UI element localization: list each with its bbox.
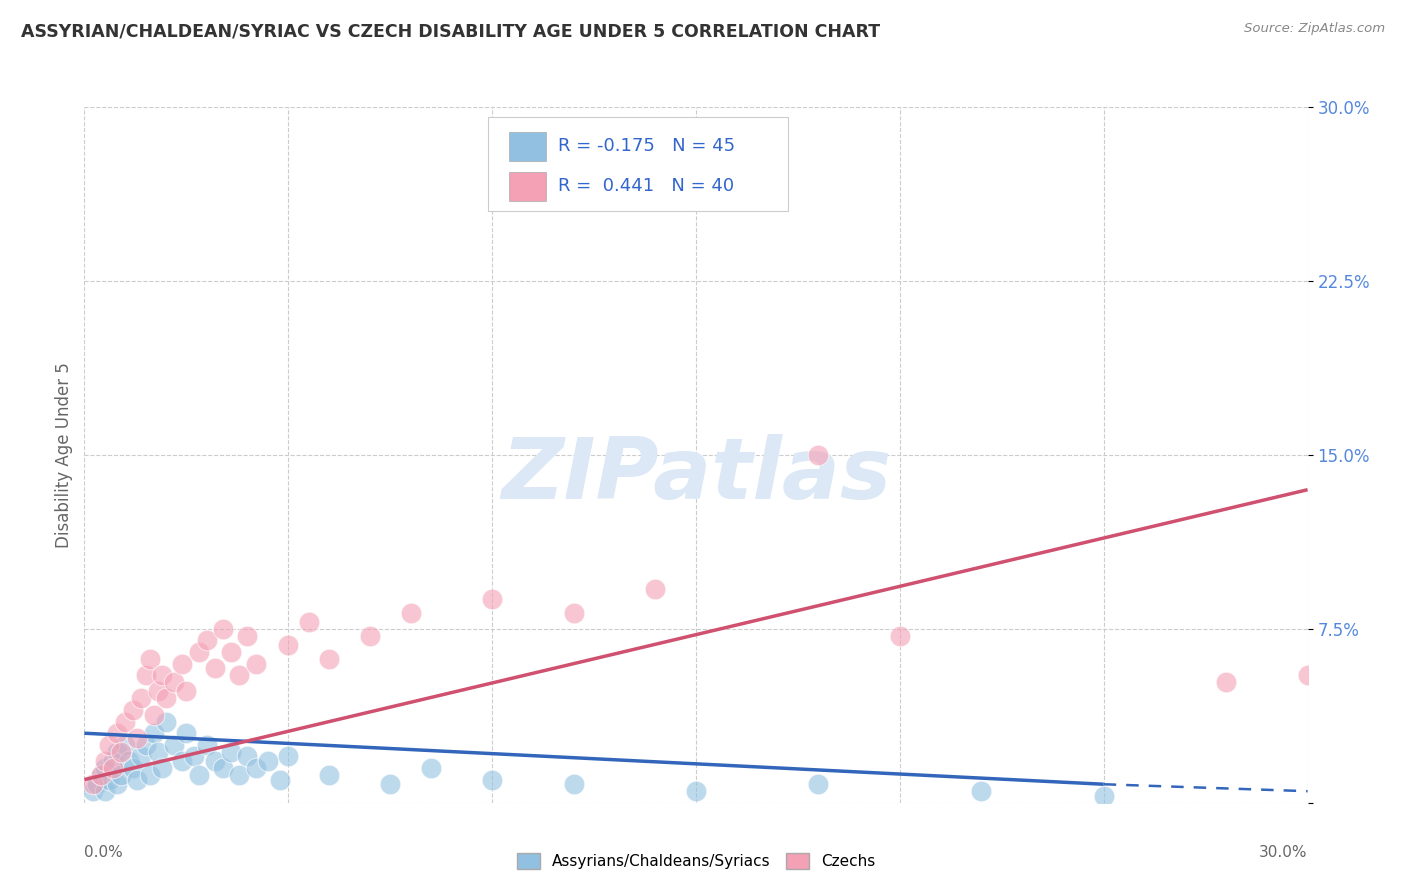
Point xyxy=(114,738,136,752)
Point xyxy=(219,745,242,759)
Point xyxy=(138,768,160,782)
Point xyxy=(380,777,402,791)
Point xyxy=(82,784,104,798)
Point xyxy=(93,761,115,775)
Point xyxy=(131,749,153,764)
Text: ZIPatlas: ZIPatlas xyxy=(501,434,891,517)
Point xyxy=(1092,789,1115,803)
Point xyxy=(420,761,443,775)
Bar xyxy=(509,132,546,161)
Point xyxy=(118,754,141,768)
Point xyxy=(807,777,830,791)
Point xyxy=(318,768,340,782)
Point xyxy=(228,768,250,782)
Point xyxy=(187,645,209,659)
Point xyxy=(889,629,911,643)
Point xyxy=(97,738,120,752)
Point xyxy=(195,738,218,752)
Point xyxy=(122,761,145,775)
Point xyxy=(135,668,157,682)
Point xyxy=(131,691,153,706)
Text: R =  0.441   N = 40: R = 0.441 N = 40 xyxy=(558,177,734,194)
Point xyxy=(970,784,993,798)
Point xyxy=(1215,675,1237,690)
Point xyxy=(399,606,422,620)
Point xyxy=(236,629,259,643)
Point xyxy=(183,749,205,764)
Point xyxy=(155,691,177,706)
Point xyxy=(127,772,149,787)
Point xyxy=(97,772,120,787)
Text: 30.0%: 30.0% xyxy=(1260,845,1308,860)
Point xyxy=(138,652,160,666)
Point xyxy=(269,772,291,787)
Bar xyxy=(509,172,546,201)
Point xyxy=(163,675,186,690)
Point xyxy=(146,745,169,759)
Point xyxy=(204,661,226,675)
Point xyxy=(142,726,165,740)
Point xyxy=(277,749,299,764)
Point xyxy=(122,703,145,717)
Legend: Assyrians/Chaldeans/Syriacs, Czechs: Assyrians/Chaldeans/Syriacs, Czechs xyxy=(510,847,882,875)
Point xyxy=(90,768,112,782)
Point xyxy=(195,633,218,648)
Point xyxy=(101,761,124,775)
Point xyxy=(127,731,149,745)
Point xyxy=(257,754,280,768)
Point xyxy=(90,768,112,782)
Point xyxy=(562,606,585,620)
Point xyxy=(481,772,503,787)
Point xyxy=(155,714,177,729)
Point xyxy=(110,768,132,782)
Point xyxy=(172,657,194,671)
Point xyxy=(172,754,194,768)
Point xyxy=(228,668,250,682)
Point xyxy=(105,777,128,791)
Text: Source: ZipAtlas.com: Source: ZipAtlas.com xyxy=(1244,22,1385,36)
Point xyxy=(146,684,169,698)
Point xyxy=(245,657,267,671)
Point xyxy=(101,754,124,768)
Point xyxy=(219,645,242,659)
Point xyxy=(807,448,830,462)
Point xyxy=(150,668,173,682)
Point xyxy=(685,784,707,798)
Point xyxy=(562,777,585,791)
Point xyxy=(174,726,197,740)
Point xyxy=(135,738,157,752)
Point xyxy=(142,707,165,722)
Point xyxy=(82,777,104,791)
Point xyxy=(187,768,209,782)
Point xyxy=(163,738,186,752)
Point xyxy=(204,754,226,768)
Point xyxy=(298,615,321,629)
Point xyxy=(150,761,173,775)
Point xyxy=(174,684,197,698)
Text: R = -0.175   N = 45: R = -0.175 N = 45 xyxy=(558,137,735,155)
Text: 0.0%: 0.0% xyxy=(84,845,124,860)
Point xyxy=(1296,668,1319,682)
Y-axis label: Disability Age Under 5: Disability Age Under 5 xyxy=(55,362,73,548)
Point xyxy=(318,652,340,666)
Point xyxy=(212,622,235,636)
Point xyxy=(236,749,259,764)
Point xyxy=(93,784,115,798)
Point xyxy=(114,714,136,729)
Point xyxy=(212,761,235,775)
Point xyxy=(245,761,267,775)
Point xyxy=(93,754,115,768)
Point xyxy=(110,745,132,759)
Text: ASSYRIAN/CHALDEAN/SYRIAC VS CZECH DISABILITY AGE UNDER 5 CORRELATION CHART: ASSYRIAN/CHALDEAN/SYRIAC VS CZECH DISABI… xyxy=(21,22,880,40)
Point xyxy=(359,629,381,643)
FancyBboxPatch shape xyxy=(488,118,787,211)
Point xyxy=(481,591,503,606)
Point xyxy=(644,582,666,597)
Point xyxy=(105,726,128,740)
Point xyxy=(105,745,128,759)
Point xyxy=(277,638,299,652)
Point xyxy=(86,777,108,791)
